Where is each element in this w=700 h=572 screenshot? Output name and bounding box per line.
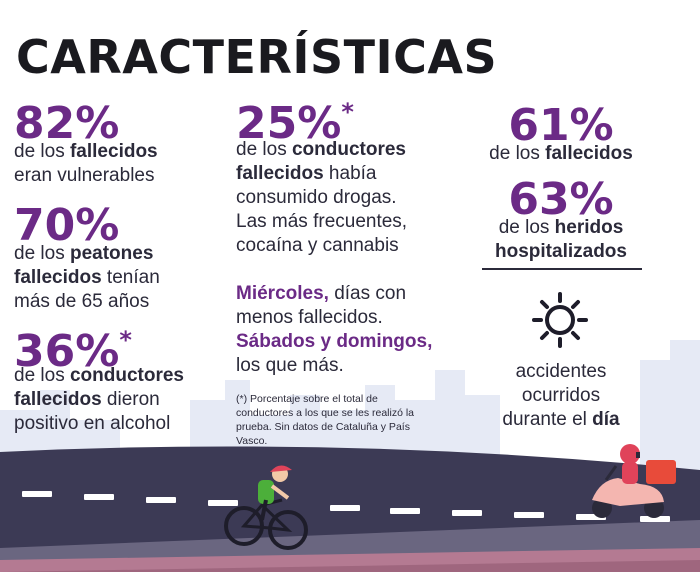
bold-text: conductores xyxy=(69,365,185,386)
footnote-line1: (*) Porcentaje sobre el total de xyxy=(236,393,378,405)
stat-70-text-line1: de los peatones xyxy=(14,242,153,266)
text: durante el xyxy=(502,409,593,430)
stat-63-percent: 63% xyxy=(508,174,614,225)
stat-82-text-line1: de los fallecidos xyxy=(14,140,158,164)
stat-61-text: de los fallecidos xyxy=(456,142,666,166)
stat-25-text-line2: fallecidos había xyxy=(236,162,376,186)
text: de los xyxy=(489,143,546,164)
accidents-line2: ocurridos xyxy=(521,385,601,406)
asterisk: * xyxy=(341,98,354,126)
highlight-text: Sábados y domingos, xyxy=(236,331,433,352)
days-line1: Miércoles, días con xyxy=(236,282,406,306)
stat-70-text-line2: fallecidos tenían xyxy=(14,266,160,290)
text: de los xyxy=(14,365,70,386)
text: días con xyxy=(328,283,407,304)
asterisk: * xyxy=(119,326,132,354)
stat-36-text-line1: de los conductores xyxy=(14,364,184,388)
stat-25-text-line3: consumido drogas. xyxy=(236,187,397,208)
text: de los xyxy=(14,243,70,264)
text: de los xyxy=(14,141,70,162)
stat-82-text-line2: eran vulnerables xyxy=(14,165,155,186)
stat-70-percent: 70% xyxy=(14,200,120,251)
text: de los xyxy=(498,217,555,238)
bold-text: peatones xyxy=(69,243,154,264)
stat-36-percent: 36%* xyxy=(14,328,132,374)
text: de los xyxy=(236,139,292,160)
stat-25-text-line5: cocaína y cannabis xyxy=(236,235,399,256)
stat-25-percent: 25%* xyxy=(236,100,354,146)
text: tenían xyxy=(101,267,160,288)
stat-25-text-line1: de los conductores xyxy=(236,138,406,162)
stat-70-text-line3: más de 65 años xyxy=(14,291,150,312)
footnote-line2: conductores a los que se les realizó la xyxy=(236,407,415,419)
accidents-line3: durante el día xyxy=(456,408,666,432)
sun-icon xyxy=(532,292,588,348)
bold-text: fallecidos xyxy=(14,389,102,410)
days-line4: los que más. xyxy=(236,355,344,376)
bold-text: fallecidos xyxy=(69,141,158,162)
percent-value: 36% xyxy=(14,326,120,377)
text: había xyxy=(323,163,377,184)
stat-36-text-line2: fallecidos dieron xyxy=(14,388,160,412)
stat-25-text-line4: Las más frecuentes, xyxy=(236,211,408,232)
road-edge xyxy=(0,548,700,572)
divider xyxy=(482,268,642,270)
footnote-line3: prueba. Sin datos de Cataluña y País xyxy=(236,421,410,433)
stat-63-text-line2: hospitalizados xyxy=(456,240,666,264)
page-title: CARACTERÍSTICAS xyxy=(16,30,498,84)
bold-text: heridos xyxy=(554,217,624,238)
text: dieron xyxy=(101,389,160,410)
percent-value: 25% xyxy=(236,98,342,149)
days-line2: menos fallecidos. xyxy=(236,307,383,328)
days-line3: Sábados y domingos, xyxy=(236,330,432,354)
bold-text: hospitalizados xyxy=(495,241,627,262)
bold-text: fallecidos xyxy=(14,267,102,288)
bold-text: fallecidos xyxy=(236,163,324,184)
stat-61-percent: 61% xyxy=(508,100,614,151)
stat-63-text-line1: de los heridos xyxy=(456,216,666,240)
footnote-line4: Vasco. xyxy=(236,435,268,447)
scooter-rider-icon xyxy=(592,444,676,518)
cyclist-icon xyxy=(224,465,308,550)
bold-text: fallecidos xyxy=(545,143,633,164)
accidents-line1: accidentes xyxy=(515,361,607,382)
bold-text: día xyxy=(592,409,620,430)
stat-36-text-line3: positivo en alcohol xyxy=(14,413,171,434)
highlight-text: Miércoles, xyxy=(236,283,329,304)
stat-82-percent: 82% xyxy=(14,98,120,149)
bold-text: conductores xyxy=(291,139,407,160)
